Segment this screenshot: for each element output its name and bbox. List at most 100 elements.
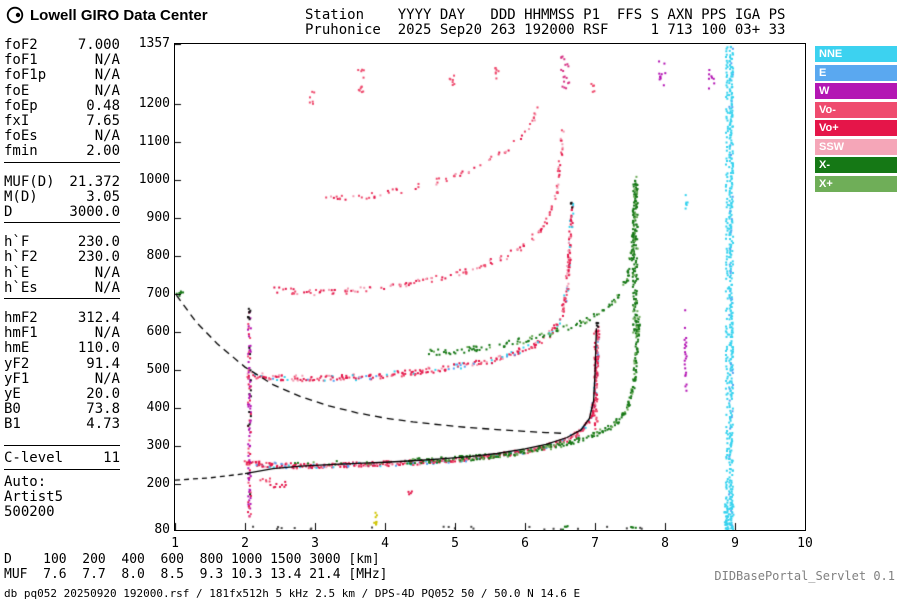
param-row-h-f2: h`F2 230.0: [4, 250, 120, 265]
param-row-m-d: M(D) 3.05: [4, 188, 120, 205]
legend-item-vo: Vo-: [815, 101, 897, 118]
param-row-fof1p: foF1p N/A: [4, 68, 120, 83]
param-value: 2.00: [86, 143, 120, 160]
legend-item-w: W: [815, 83, 897, 99]
param-label: Auto:: [4, 473, 47, 490]
legend-item-ssw: SSW: [815, 138, 897, 155]
param-row-fof1: foF1 N/A: [4, 53, 120, 68]
param-row-foe: foE N/A: [4, 82, 120, 99]
legend-label: X-: [819, 159, 830, 171]
status-line: db pq052 20250920 192000.rsf / 181fx512h…: [4, 587, 581, 600]
param-label: 500200: [4, 504, 55, 521]
brand: Lowell GIRO Data Center: [6, 6, 208, 24]
param-value: N/A: [94, 370, 120, 387]
parameter-divider: [4, 468, 120, 470]
param-label: foF1: [4, 52, 38, 69]
param-label: yE: [4, 386, 21, 403]
param-label: yF1: [4, 370, 30, 387]
param-label: foEs: [4, 128, 38, 145]
header-column-labels: Station YYYY DAY DDD HHMMSS P1 FFS S AXN…: [305, 7, 786, 23]
param-value: 73.8: [86, 401, 120, 418]
x-tick-label: 5: [451, 536, 459, 551]
param-value: 3000.0: [69, 204, 120, 221]
param-label: Artist5: [4, 489, 64, 506]
param-label: hmF2: [4, 310, 38, 327]
legend-label: Vo-: [819, 103, 836, 116]
param-row-b0: B0 73.8: [4, 402, 120, 417]
param-label: B1: [4, 416, 21, 433]
param-label: foE: [4, 82, 30, 99]
param-value: N/A: [94, 264, 120, 281]
param-label: D: [4, 204, 13, 221]
param-row-h-es: h`Es N/A: [4, 279, 120, 296]
parameter-divider: [4, 444, 120, 446]
param-value: 7.000: [77, 37, 120, 53]
legend-item-nne: NNE: [815, 46, 897, 62]
y-tick-label: 1000: [138, 171, 170, 187]
y-tick-label: 300: [146, 438, 170, 454]
lowell-giro-logo-icon: [6, 6, 24, 24]
param-label: foF2: [4, 37, 38, 53]
y-tick-label: 900: [146, 209, 170, 225]
param-label: h`F: [4, 234, 30, 251]
param-label: h`E: [4, 264, 30, 281]
param-value: N/A: [94, 82, 120, 99]
y-tick-label: 80: [154, 522, 170, 537]
param-row-foes: foEs N/A: [4, 129, 120, 144]
x-tick-label: 8: [661, 536, 669, 551]
x-tick-label: 4: [381, 536, 389, 551]
param-value: 20.0: [86, 386, 120, 403]
legend-item-e: E: [815, 64, 897, 81]
parameter-divider: [4, 161, 120, 163]
y-tick-label: 400: [146, 400, 170, 416]
param-value: N/A: [94, 325, 120, 342]
servlet-version-label: DIDBasePortal_Servlet 0.1: [714, 569, 895, 583]
param-row-h-f: h`F 230.0: [4, 235, 120, 250]
y-tick-label: 1200: [138, 95, 170, 111]
param-value: 110.0: [77, 340, 120, 357]
param-value: 230.0: [77, 249, 120, 266]
param-value: 7.65: [86, 113, 120, 130]
param-row-yf1: yF1 N/A: [4, 370, 120, 387]
param-row-foep: foEp 0.48: [4, 97, 120, 114]
legend-label: X+: [819, 177, 833, 190]
param-value: N/A: [94, 279, 120, 296]
y-tick-label: 800: [146, 247, 170, 263]
ionogram-canvas: [175, 44, 805, 530]
legend-label: E: [819, 66, 827, 79]
y-tick-label: 500: [146, 362, 170, 378]
x-tick-label: 6: [521, 536, 529, 551]
param-label: B0: [4, 401, 21, 418]
param-value: N/A: [94, 128, 120, 145]
param-label: h`Es: [4, 279, 38, 296]
param-row-b1: B1 4.73: [4, 417, 120, 432]
legend-label: W: [819, 85, 830, 97]
param-row-h-e: h`E N/A: [4, 264, 120, 281]
y-tick-label: 200: [146, 476, 170, 492]
param-value: 230.0: [77, 234, 120, 251]
param-row-500200: 500200: [4, 505, 120, 520]
header-station-values: Pruhonice 2025 Sep20 263 192000 RSF 1 71…: [305, 22, 786, 38]
param-row-yf2: yF2 91.4: [4, 355, 120, 372]
param-value: N/A: [94, 52, 120, 69]
param-label: hmF1: [4, 325, 38, 342]
param-label: foEp: [4, 97, 38, 114]
param-label: foF1p: [4, 67, 47, 84]
param-label: M(D): [4, 188, 38, 205]
x-tick-label: 7: [591, 536, 599, 551]
y-tick-label: 700: [146, 286, 170, 302]
y-tick-label: 1357: [138, 36, 170, 51]
param-row-ye: yE 20.0: [4, 386, 120, 403]
legend-label: Vo+: [819, 122, 839, 134]
echo-direction-legend: NNE E W Vo- Vo+ SSW X- X+: [815, 46, 897, 194]
param-value: 312.4: [77, 310, 120, 327]
param-row-fmin: fmin 2.00: [4, 144, 120, 159]
param-row-hme: hmE 110.0: [4, 341, 120, 356]
param-label: yF2: [4, 355, 30, 372]
param-value: N/A: [94, 67, 120, 84]
param-value: 21.372: [69, 173, 120, 190]
legend-label: SSW: [819, 140, 845, 153]
muf-row: MUF 7.6 7.7 8.0 8.5 9.3 10.3 13.4 21.4 […: [4, 567, 388, 582]
brand-title: Lowell GIRO Data Center: [30, 6, 208, 24]
